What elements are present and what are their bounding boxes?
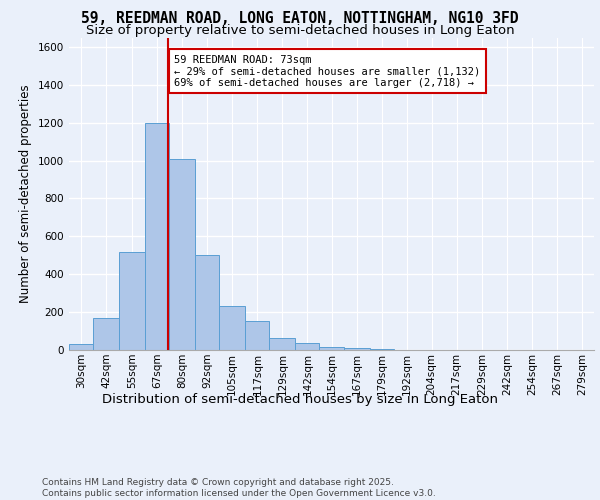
- Text: Size of property relative to semi-detached houses in Long Eaton: Size of property relative to semi-detach…: [86, 24, 514, 37]
- Bar: [269, 338, 295, 350]
- Bar: [69, 344, 93, 350]
- Bar: [119, 252, 145, 350]
- Bar: [195, 256, 219, 350]
- Bar: [145, 122, 169, 350]
- Text: Distribution of semi-detached houses by size in Long Eaton: Distribution of semi-detached houses by …: [102, 392, 498, 406]
- Bar: [93, 318, 119, 350]
- Bar: [319, 347, 344, 350]
- Bar: [219, 306, 245, 350]
- Bar: [370, 349, 394, 350]
- Y-axis label: Number of semi-detached properties: Number of semi-detached properties: [19, 84, 32, 303]
- Bar: [169, 158, 195, 350]
- Bar: [245, 320, 269, 350]
- Bar: [344, 348, 370, 350]
- Text: 59 REEDMAN ROAD: 73sqm
← 29% of semi-detached houses are smaller (1,132)
69% of : 59 REEDMAN ROAD: 73sqm ← 29% of semi-det…: [174, 54, 481, 88]
- Bar: [295, 344, 319, 350]
- Text: 59, REEDMAN ROAD, LONG EATON, NOTTINGHAM, NG10 3FD: 59, REEDMAN ROAD, LONG EATON, NOTTINGHAM…: [81, 11, 519, 26]
- Text: Contains HM Land Registry data © Crown copyright and database right 2025.
Contai: Contains HM Land Registry data © Crown c…: [42, 478, 436, 498]
